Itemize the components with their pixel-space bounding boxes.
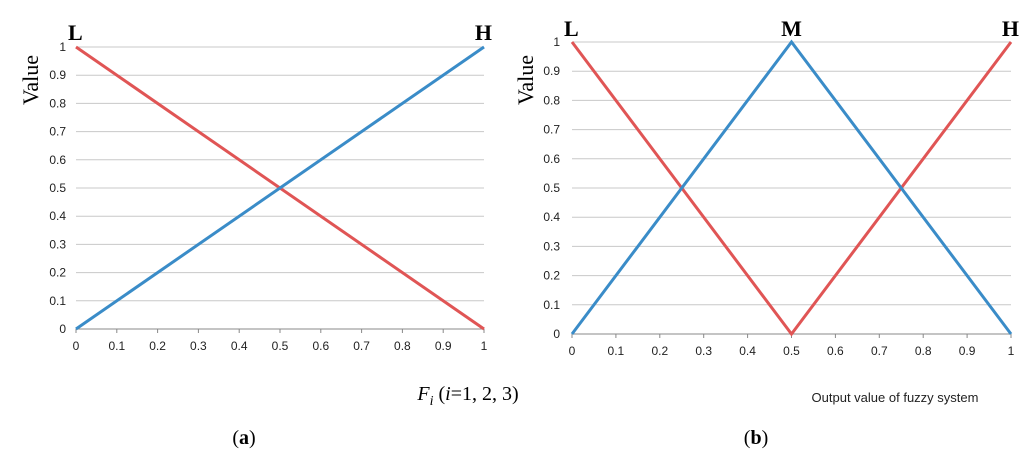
y-tick-label: 0.5 [49, 181, 66, 195]
caption-letter: b [750, 427, 761, 449]
x-tick-label: 0.2 [149, 339, 166, 353]
y-tick-label: 0.4 [543, 210, 560, 224]
y-tick-label: 0.3 [543, 239, 560, 253]
y-tick-label: 0.3 [49, 237, 66, 251]
y-tick-label: 0.7 [543, 123, 560, 137]
y-tick-label: 0 [553, 327, 560, 341]
panel-caption: (a) [232, 427, 255, 449]
x-tick-label: 0.2 [651, 344, 668, 358]
caption-close: ) [249, 427, 256, 449]
membership-label-h: H [1002, 16, 1019, 41]
y-axis-label: Value [18, 55, 43, 105]
x-axis-label: Fi (i=1, 2, 3) [416, 383, 518, 409]
caption-close: ) [762, 427, 769, 449]
y-tick-label: 0.2 [49, 266, 66, 280]
series-line-h [75, 45, 485, 331]
x-tick-label: 0.9 [959, 344, 976, 358]
y-axis-label: Value [513, 55, 538, 105]
y-tick-label: 0.9 [543, 64, 560, 78]
chart-panel-a: 0 0.1 0.2 0.3 0.4 0.5 0.6 0.7 0.8 0.9 1 0 0.1 0.2 0.3 0… [18, 20, 519, 449]
y-tick-label: 0.4 [49, 209, 66, 223]
y-tick-label: 0.6 [543, 152, 560, 166]
x-tick-label: 0.3 [190, 339, 207, 353]
x-axis-label-sub: i [430, 394, 434, 409]
x-axis-label-paren: ( [433, 383, 445, 405]
x-tick-label: 1 [1008, 344, 1015, 358]
panel-caption: (b) [744, 427, 768, 449]
y-tick-label: 0.5 [543, 181, 560, 195]
caption-open: ( [232, 427, 239, 449]
chart-panel-b: 0 0.1 0.2 0.3 0.4 0.5 0.6 0.7 0.8 0.9 1 0 0.1 0.2 0.3 0… [513, 16, 1019, 449]
y-tick-label: 0.7 [49, 125, 66, 139]
y-tick-label: 0.8 [543, 93, 560, 107]
caption-open: ( [744, 427, 751, 449]
y-tick-label: 0.9 [49, 68, 66, 82]
caption-letter: a [239, 427, 249, 449]
x-axis-label-var: F [416, 383, 430, 405]
x-tick-label: 0.6 [827, 344, 844, 358]
x-tick-label: 0.3 [695, 344, 712, 358]
x-axis-label-values: =1, 2, 3) [451, 383, 519, 405]
y-tick-label: 1 [553, 35, 560, 49]
y-tick-label: 0.6 [49, 153, 66, 167]
y-tick-label: 0.8 [49, 96, 66, 110]
x-tick-label: 0.5 [783, 344, 800, 358]
membership-label-l: L [564, 16, 579, 41]
membership-label-h: H [475, 20, 492, 45]
x-tick-label: 0 [73, 339, 80, 353]
y-tick-label: 0.2 [543, 269, 560, 283]
y-tick-label: 0 [59, 322, 66, 336]
x-tick-label: 0 [569, 344, 576, 358]
series-line-m [570, 39, 1013, 335]
x-axis-label: Output value of fuzzy system [812, 390, 979, 405]
x-tick-label: 0.6 [312, 339, 329, 353]
series-line-l-h [570, 41, 1013, 337]
x-tick-label: 0.5 [272, 339, 289, 353]
y-tick-label: 1 [59, 40, 66, 54]
x-tick-label: 0.4 [739, 344, 756, 358]
x-tick-label: 0.9 [435, 339, 452, 353]
x-tick-label: 0.1 [608, 344, 625, 358]
x-tick-label: 0.4 [231, 339, 248, 353]
x-tick-label: 0.1 [108, 339, 125, 353]
y-tick-label: 0.1 [543, 298, 560, 312]
membership-label-l: L [68, 20, 83, 45]
membership-label-m: M [781, 16, 802, 41]
x-tick-label: 0.7 [353, 339, 370, 353]
y-tick-label: 0.1 [49, 294, 66, 308]
x-tick-label: 0.8 [915, 344, 932, 358]
x-tick-label: 0.8 [394, 339, 411, 353]
x-tick-label: 1 [481, 339, 488, 353]
x-tick-label: 0.7 [871, 344, 888, 358]
x-axis-label-index: i [445, 383, 451, 405]
